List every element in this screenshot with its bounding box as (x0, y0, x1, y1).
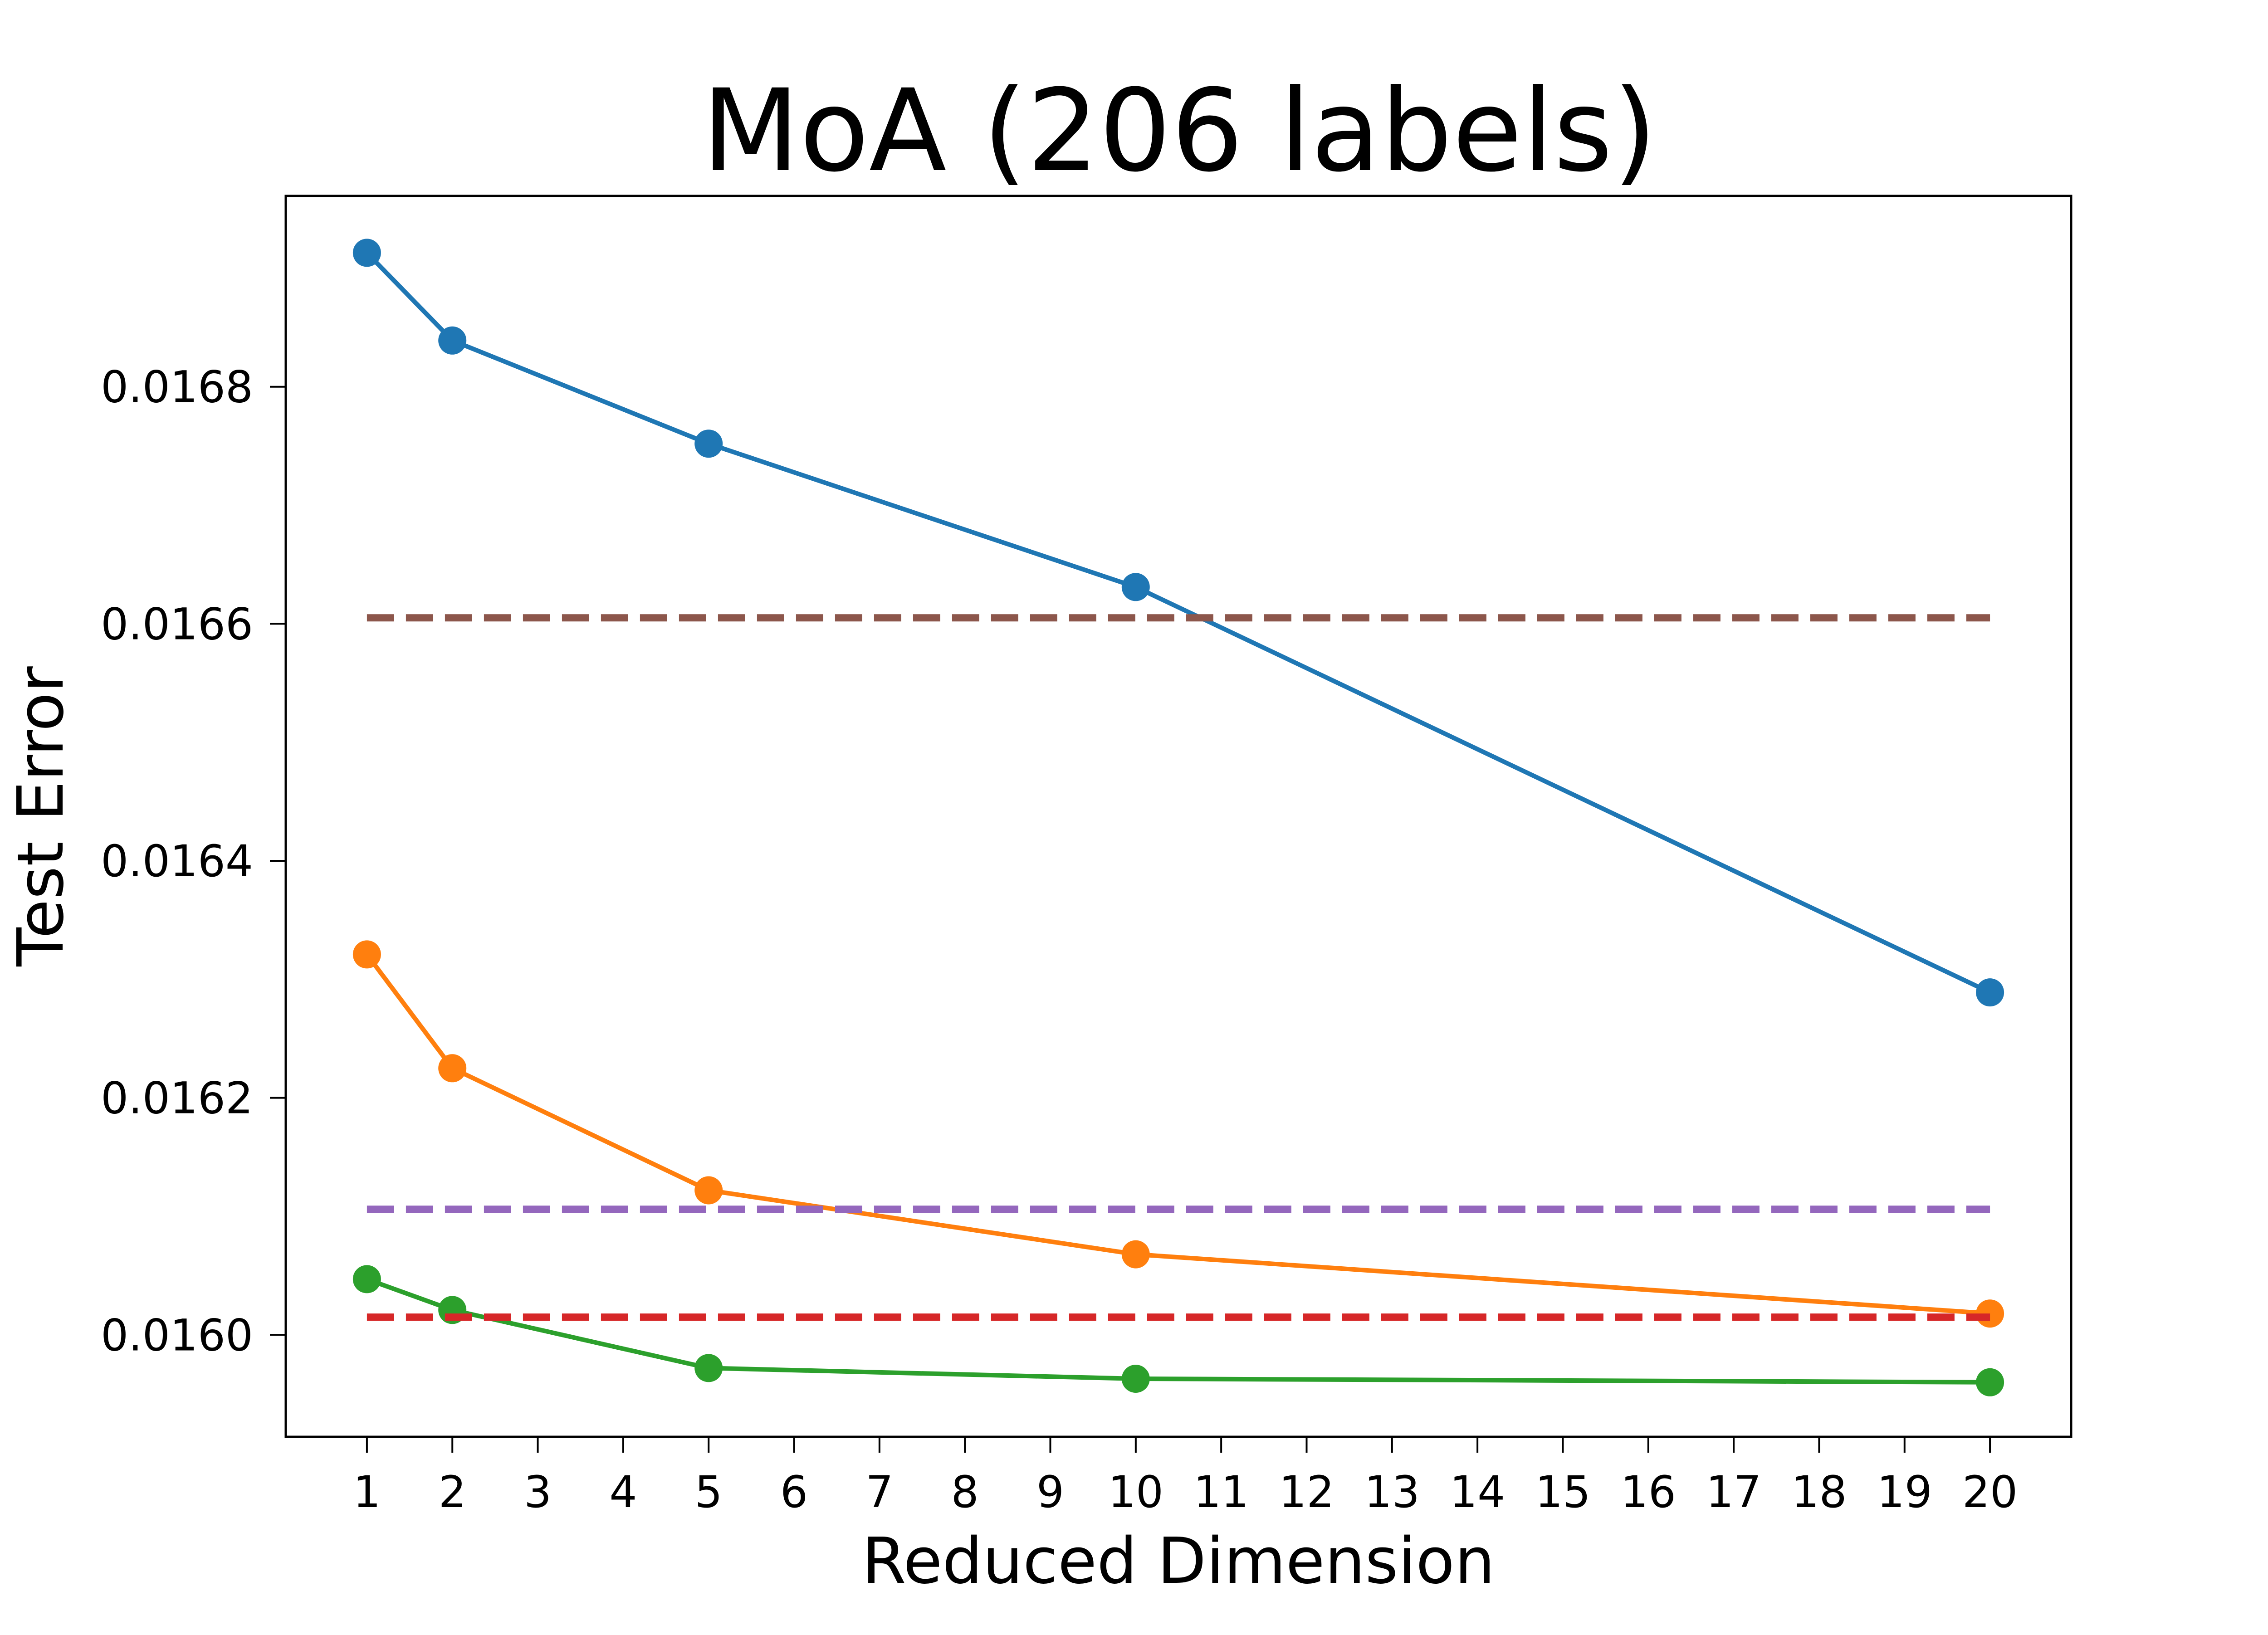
y-tick-label: 0.0160 (101, 1310, 253, 1361)
series-1-point (1121, 573, 1150, 601)
series-1-point (438, 326, 467, 355)
y-tick-label: 0.0164 (101, 836, 253, 887)
x-tick-label: 19 (1877, 1467, 1932, 1518)
x-tick-label: 9 (1036, 1467, 1064, 1518)
x-tick-label: 8 (951, 1467, 979, 1518)
x-axis: 1 2 3 4 5 6 7 8 9 10 11 12 13 14 15 16 17 18 19 20 (353, 1437, 2018, 1518)
x-tick-label: 1 (353, 1467, 381, 1518)
y-tick-label: 0.0166 (101, 599, 253, 649)
x-tick-label: 3 (524, 1467, 552, 1518)
series-3-point (1121, 1365, 1150, 1393)
x-tick-label: 18 (1791, 1467, 1847, 1518)
x-tick-label: 11 (1193, 1467, 1249, 1518)
x-tick-label: 7 (865, 1467, 893, 1518)
x-tick-label: 12 (1279, 1467, 1334, 1518)
series-2-line (365, 953, 1990, 1316)
series-1-line (365, 251, 1991, 995)
series-2 (352, 940, 2004, 1328)
x-tick-label: 20 (1962, 1467, 2018, 1518)
x-tick-label: 17 (1706, 1467, 1761, 1518)
series-1-point (694, 429, 723, 458)
series-3 (352, 1265, 2004, 1396)
x-tick-label: 15 (1535, 1467, 1590, 1518)
series-1 (352, 239, 2004, 1007)
x-axis-label: Reduced Dimension (862, 1524, 1495, 1598)
y-axis-label: Test Error (4, 666, 78, 967)
y-axis: 0.0160 0.0162 0.0164 0.0166 0.0168 (101, 362, 286, 1361)
x-tick-label: 14 (1450, 1467, 1505, 1518)
series-3-point (352, 1265, 381, 1293)
series-2-point (352, 940, 381, 969)
series-2-point (1121, 1240, 1150, 1269)
series-1-point (1976, 978, 2004, 1007)
y-tick-label: 0.0162 (101, 1073, 253, 1124)
x-tick-label: 2 (439, 1467, 466, 1518)
x-tick-label: 13 (1364, 1467, 1420, 1518)
x-tick-label: 10 (1108, 1467, 1163, 1518)
x-tick-label: 4 (609, 1467, 637, 1518)
x-tick-label: 5 (695, 1467, 723, 1518)
series-1-point (352, 239, 381, 267)
y-tick-label: 0.0168 (101, 362, 253, 413)
series-2-point (694, 1176, 723, 1205)
x-tick-label: 6 (780, 1467, 808, 1518)
chart-title: MoA (206 labels) (702, 65, 1657, 197)
plot-frame (284, 195, 2072, 1438)
series-3-point (694, 1354, 723, 1382)
series-layer (352, 239, 2004, 1396)
series-2-point (438, 1054, 467, 1083)
series-3-point (1976, 1368, 2004, 1396)
x-tick-label: 16 (1621, 1467, 1676, 1518)
